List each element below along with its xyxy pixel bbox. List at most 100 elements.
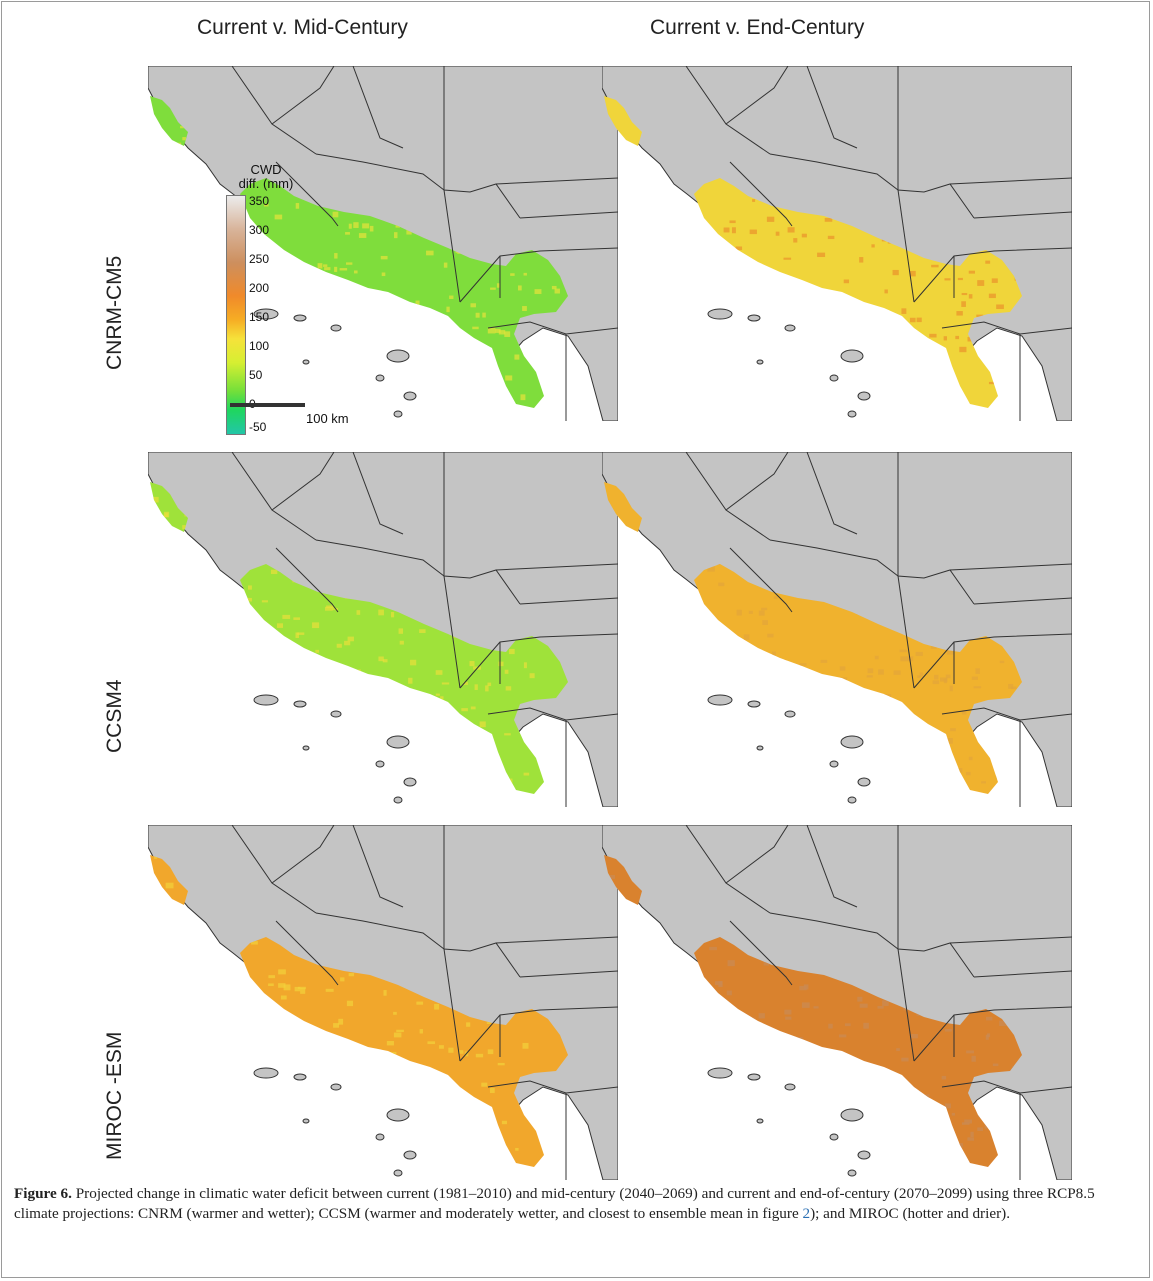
island — [829, 760, 839, 768]
island — [293, 700, 307, 708]
island — [840, 349, 864, 363]
map-svg — [148, 825, 618, 1180]
column-title-end-century: Current v. End-Century — [650, 16, 865, 39]
row-label-ccsm: CCSM4 — [103, 679, 126, 753]
island — [386, 1108, 410, 1122]
state-county-border — [897, 575, 915, 689]
state-county-border — [725, 452, 789, 511]
state-county-border — [459, 1006, 618, 1062]
state-county-border — [459, 247, 618, 303]
state-county-border — [271, 66, 335, 125]
state-county-border — [913, 247, 1072, 303]
map-svg — [148, 452, 618, 807]
state-county-border — [275, 547, 339, 613]
island — [393, 410, 403, 418]
legend-title-line2: diff. (mm) — [238, 176, 294, 191]
island — [403, 391, 417, 401]
state-county-border — [459, 633, 618, 689]
island — [747, 314, 761, 322]
island — [375, 760, 385, 768]
state-county-border — [487, 321, 618, 335]
state-county-border — [487, 707, 618, 721]
state-county-border — [769, 539, 899, 577]
state-county-border — [315, 539, 445, 577]
island — [386, 735, 410, 749]
state-county-border — [769, 912, 899, 950]
state-county-border — [941, 707, 1072, 721]
map-svg — [602, 452, 1072, 807]
state-county-border — [271, 825, 335, 884]
state-county-border — [729, 920, 793, 986]
state-county-border — [897, 825, 975, 978]
state-county-border — [806, 825, 858, 908]
island — [784, 1083, 796, 1091]
state-county-border — [897, 66, 975, 219]
map-panel-ccsm-mid — [148, 452, 618, 807]
island — [386, 349, 410, 363]
island — [829, 374, 839, 382]
state-county-border — [769, 153, 899, 191]
state-county-border — [315, 153, 445, 191]
state-county-border — [806, 452, 858, 535]
island — [302, 359, 310, 365]
state-county-border — [519, 597, 618, 605]
state-county-border — [495, 177, 618, 185]
map-panel-cnrm-mid — [148, 66, 618, 421]
cwd-region — [604, 855, 1022, 1167]
state-county-border — [275, 920, 339, 986]
state-county-border — [519, 211, 618, 219]
row-label-cnrm: CNRM-CM5 — [103, 255, 126, 370]
island — [784, 324, 796, 332]
legend-tick: 250 — [249, 252, 270, 266]
state-county-border — [443, 825, 521, 978]
island — [829, 1133, 839, 1141]
state-county-border — [271, 452, 335, 511]
island — [302, 745, 310, 751]
island — [403, 1150, 417, 1160]
state-county-border — [352, 66, 404, 149]
state-county-border — [443, 575, 461, 689]
map-panel-miroc-mid — [148, 825, 618, 1180]
legend-color-bar — [226, 195, 246, 435]
caption-text-1: Projected change in climatic water defic… — [14, 1185, 1095, 1222]
state-county-border — [913, 633, 1072, 689]
figure-caption: Figure 6. Projected change in climatic w… — [14, 1184, 1139, 1224]
legend-title: CWD diff. (mm) — [218, 163, 314, 191]
state-county-border — [941, 321, 1072, 335]
legend-title-line1: CWD — [250, 162, 282, 177]
island — [847, 410, 857, 418]
state-county-border — [897, 189, 915, 303]
island — [293, 1073, 307, 1081]
map-svg — [602, 825, 1072, 1180]
island — [747, 700, 761, 708]
cwd-region — [150, 482, 568, 794]
island — [330, 1083, 342, 1091]
island — [840, 1108, 864, 1122]
scale-bar-label: 100 km — [306, 411, 349, 426]
island — [253, 1067, 279, 1079]
state-county-border — [729, 547, 793, 613]
cwd-legend: CWD diff. (mm) 350 300 250 200 150 100 5… — [218, 163, 388, 435]
row-label-miroc: MIROC -ESM — [103, 1031, 126, 1160]
state-county-border — [725, 825, 789, 884]
island — [857, 391, 871, 401]
map-panel-ccsm-end — [602, 452, 1072, 807]
state-county-border — [352, 452, 404, 535]
island — [847, 796, 857, 804]
caption-figure-link[interactable]: 2 — [802, 1205, 811, 1222]
island — [293, 314, 307, 322]
island — [747, 1073, 761, 1081]
island — [393, 1169, 403, 1177]
cwd-region — [604, 482, 1022, 794]
state-county-border — [495, 563, 618, 571]
island — [302, 1118, 310, 1124]
legend-tick: 200 — [249, 281, 270, 295]
island — [403, 777, 417, 787]
state-county-border — [443, 189, 461, 303]
island — [847, 1169, 857, 1177]
island — [707, 694, 733, 706]
column-title-mid-century: Current v. Mid-Century — [197, 16, 408, 39]
legend-tick: 50 — [249, 368, 263, 382]
map-svg — [148, 66, 618, 421]
